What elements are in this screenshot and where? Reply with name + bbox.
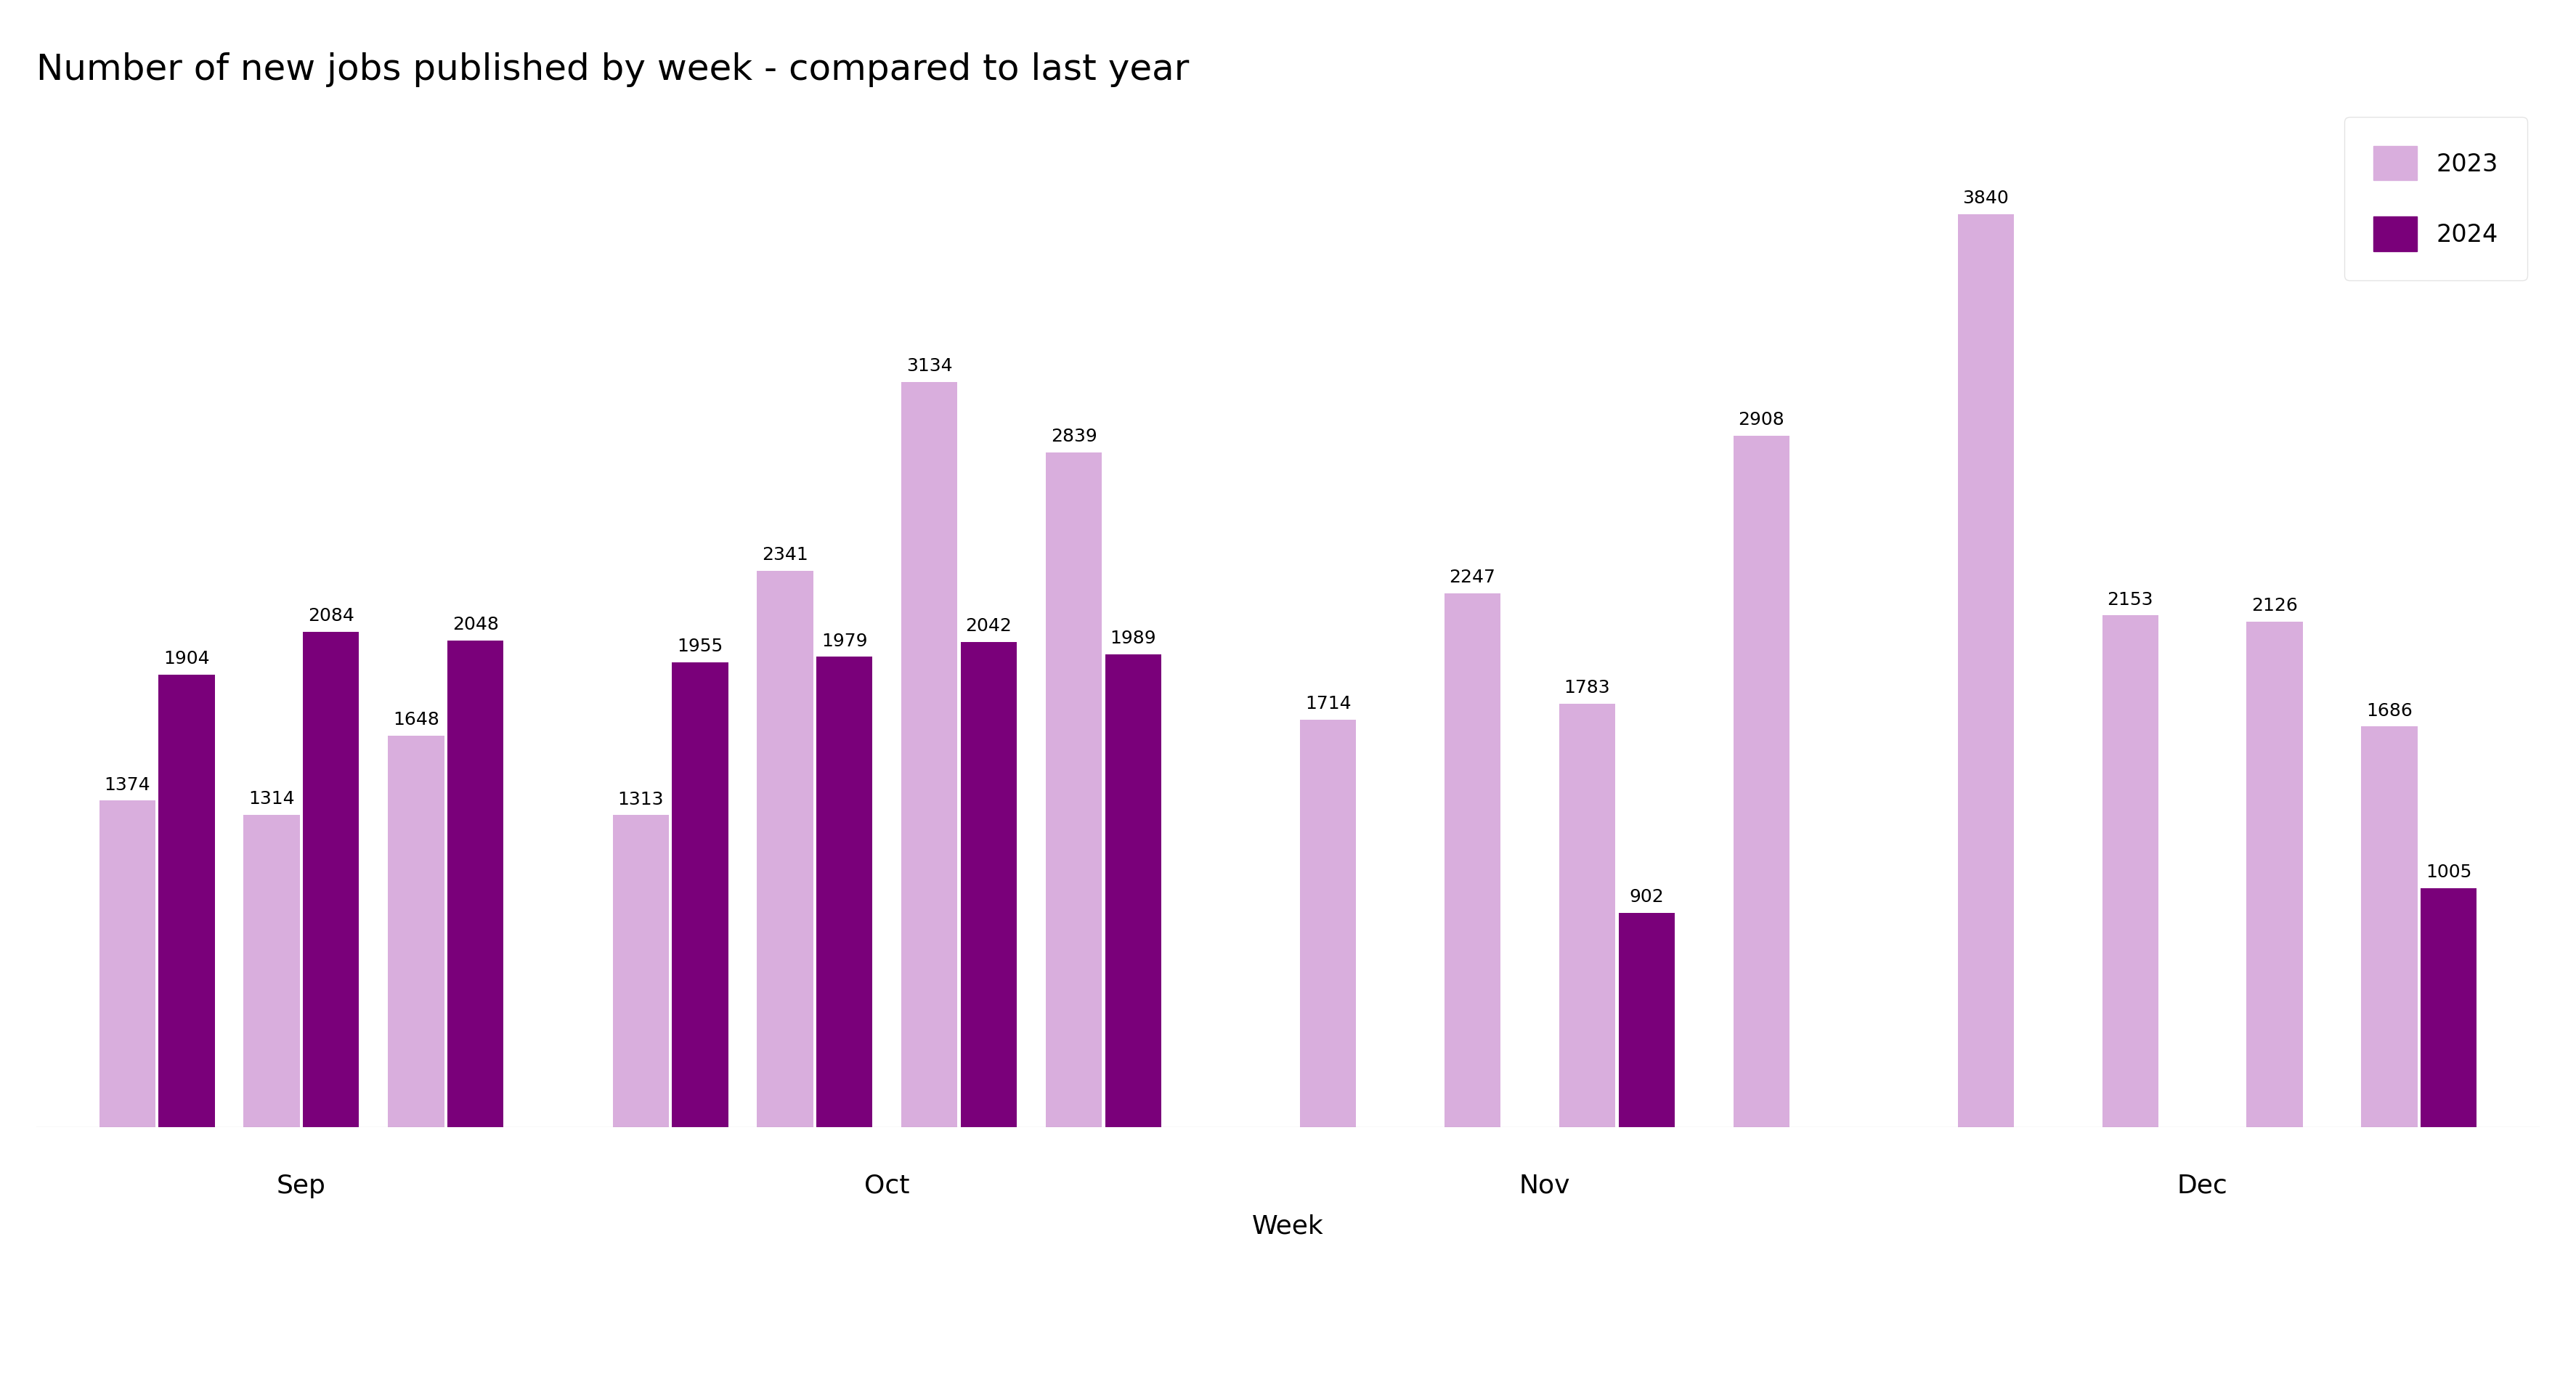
Bar bbox=[304, 632, 358, 1128]
Bar bbox=[961, 642, 1018, 1128]
Text: Sep: Sep bbox=[276, 1173, 327, 1198]
Text: 1979: 1979 bbox=[822, 632, 868, 650]
Bar bbox=[160, 675, 214, 1128]
Text: 1904: 1904 bbox=[162, 650, 209, 668]
Text: 902: 902 bbox=[1628, 888, 1664, 906]
Text: 1783: 1783 bbox=[1564, 679, 1610, 697]
Bar bbox=[100, 800, 155, 1128]
Bar bbox=[902, 383, 958, 1128]
Text: 2048: 2048 bbox=[453, 616, 500, 633]
Bar bbox=[672, 662, 729, 1128]
Text: 3134: 3134 bbox=[907, 358, 953, 375]
Text: 1955: 1955 bbox=[677, 638, 724, 655]
Bar bbox=[2246, 622, 2303, 1128]
Bar bbox=[1618, 913, 1674, 1128]
Bar bbox=[1734, 437, 1790, 1128]
Text: Week: Week bbox=[1252, 1215, 1324, 1239]
Text: Oct: Oct bbox=[863, 1173, 909, 1198]
Text: Dec: Dec bbox=[2177, 1173, 2228, 1198]
Text: Number of new jobs published by week - compared to last year: Number of new jobs published by week - c… bbox=[36, 52, 1190, 87]
Text: 2084: 2084 bbox=[309, 607, 355, 625]
Text: 1005: 1005 bbox=[2427, 863, 2473, 881]
Text: 1648: 1648 bbox=[394, 711, 440, 728]
Bar bbox=[245, 815, 299, 1128]
Text: 2908: 2908 bbox=[1739, 412, 1785, 428]
Bar bbox=[817, 657, 873, 1128]
Text: 2153: 2153 bbox=[2107, 591, 2154, 609]
Bar bbox=[389, 735, 443, 1128]
Text: 1374: 1374 bbox=[103, 777, 149, 793]
Bar bbox=[1558, 704, 1615, 1128]
Text: 1989: 1989 bbox=[1110, 629, 1157, 647]
Bar bbox=[2421, 888, 2476, 1128]
Bar bbox=[1958, 215, 2014, 1128]
Bar bbox=[1301, 720, 1355, 1128]
Text: 2839: 2839 bbox=[1051, 428, 1097, 445]
Text: Nov: Nov bbox=[1520, 1173, 1571, 1198]
Text: 2126: 2126 bbox=[2251, 598, 2298, 614]
Bar bbox=[2102, 616, 2159, 1128]
Text: 1686: 1686 bbox=[2367, 702, 2414, 719]
Bar bbox=[757, 571, 814, 1128]
Bar bbox=[2362, 727, 2416, 1128]
Bar bbox=[613, 815, 670, 1128]
Legend: 2023, 2024: 2023, 2024 bbox=[2344, 117, 2527, 280]
Text: 2341: 2341 bbox=[762, 547, 809, 563]
Text: 1313: 1313 bbox=[618, 790, 665, 808]
Text: 1314: 1314 bbox=[247, 790, 294, 808]
Bar bbox=[448, 640, 502, 1128]
Text: 1714: 1714 bbox=[1306, 695, 1352, 713]
Bar bbox=[1445, 593, 1502, 1128]
Bar bbox=[1105, 654, 1162, 1128]
Text: 2042: 2042 bbox=[966, 617, 1012, 635]
Text: 3840: 3840 bbox=[1963, 190, 2009, 208]
Bar bbox=[1046, 453, 1103, 1128]
Text: 2247: 2247 bbox=[1450, 569, 1497, 587]
